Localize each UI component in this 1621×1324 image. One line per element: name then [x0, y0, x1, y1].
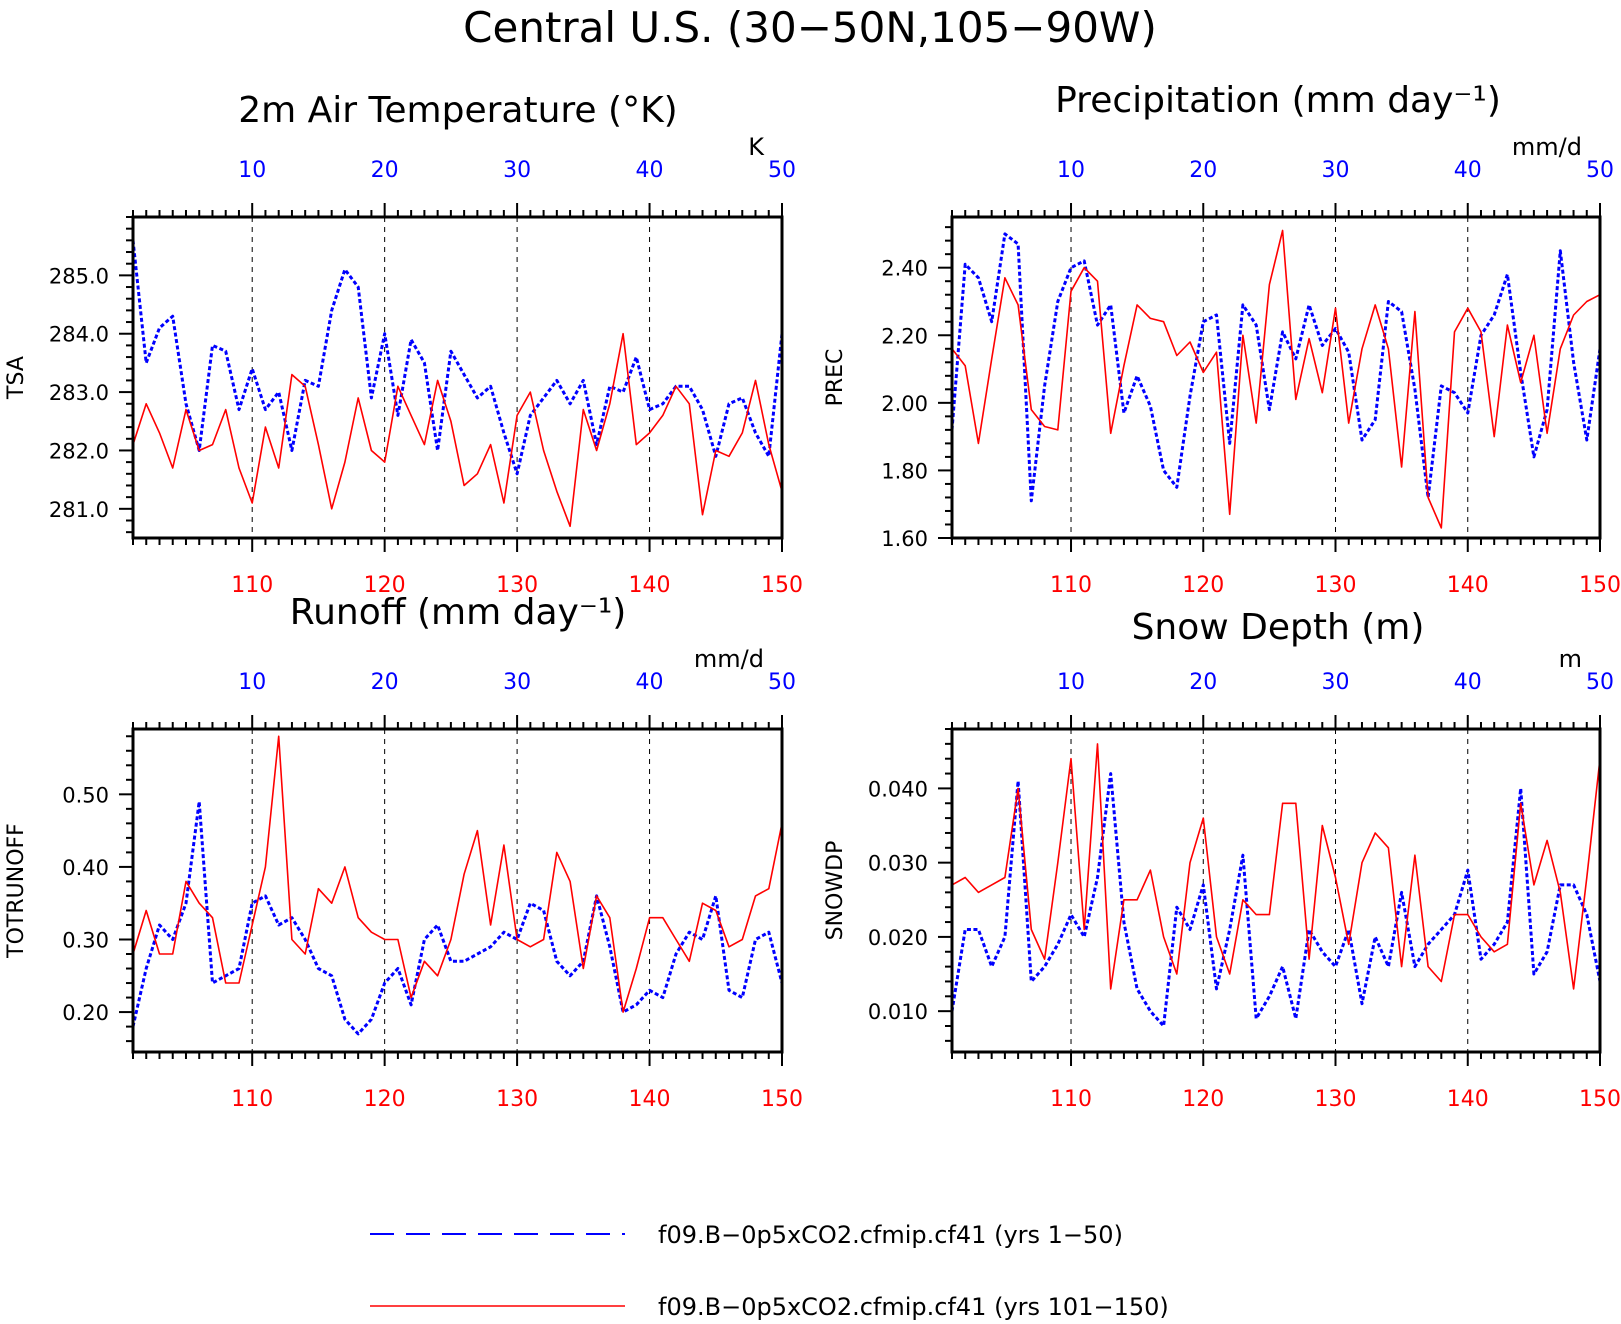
panel-title: Runoff (mm day⁻¹) [290, 592, 627, 633]
plot-frame [950, 215, 1602, 540]
y-tick-label: 281.0 [49, 498, 109, 522]
top-axis-tick-label: 10 [1057, 670, 1085, 695]
panels-group: 2m Air Temperature (°K) 281.0 282.0 283.0 28… [4, 80, 1621, 1112]
bottom-axis-tick-label: 150 [1579, 1087, 1621, 1112]
top-axis-tick-label: 40 [636, 158, 664, 183]
series-line-yrs-1-50 [950, 772, 1602, 1028]
plot-frame [131, 215, 784, 540]
bottom-axis-tick-label: 120 [1182, 573, 1224, 598]
top-axis-tick-label: 50 [768, 670, 796, 695]
top-axis-tick-label: 50 [768, 158, 796, 183]
y-tick-label: 0.30 [62, 928, 109, 952]
y-tick-label: 0.040 [868, 777, 928, 801]
top-axis-tick-label: 10 [238, 670, 266, 695]
top-axis-tick-label: 30 [1322, 670, 1350, 695]
top-axis-tick-label: 40 [636, 670, 664, 695]
bottom-axis-tick-label: 130 [1315, 573, 1357, 598]
bottom-axis-tick-label: 130 [496, 1087, 538, 1112]
legend: f09.B−0p5xCO2.cfmip.cf41 (yrs 1−50) f09.B… [370, 1221, 1169, 1321]
top-axis-tick-label: 10 [238, 158, 266, 183]
bottom-axis-tick-label: 120 [364, 573, 406, 598]
y-tick-label: 282.0 [49, 439, 109, 463]
bottom-axis-tick-label: 150 [761, 1087, 803, 1112]
plot-frame [131, 727, 784, 1054]
series-line-yrs-101-150 [132, 735, 783, 1013]
figure-title: Central U.S. (30−50N,105−90W) [463, 3, 1157, 52]
bottom-axis-tick-label: 150 [761, 573, 803, 598]
y-tick-label: 2.40 [881, 257, 928, 281]
y-tick-label: 285.0 [49, 264, 109, 288]
panel-2: Precipitation (mm day⁻¹) 1.60 1.80 2.00 2.20… [823, 80, 1621, 598]
y-tick-label: 1.60 [881, 527, 928, 551]
bottom-axis-tick-label: 110 [1050, 1087, 1092, 1112]
top-axis-tick-label: 30 [1322, 158, 1350, 183]
panel-title: Snow Depth (m) [1132, 607, 1425, 648]
bottom-axis-tick-label: 140 [629, 573, 671, 598]
top-axis-tick-label: 50 [1586, 158, 1614, 183]
top-axis-tick-label: 40 [1454, 158, 1482, 183]
bottom-axis-tick-label: 120 [364, 1087, 406, 1112]
bottom-axis-tick-label: 110 [231, 1087, 273, 1112]
y-tick-label: 2.20 [881, 324, 928, 348]
y-tick-label: 2.00 [881, 392, 928, 416]
top-axis-tick-label: 20 [371, 158, 399, 183]
top-axis-tick-label: 30 [503, 158, 531, 183]
y-tick-label: 0.40 [62, 856, 109, 880]
units-label: mm/d [694, 645, 764, 673]
bottom-axis-tick-label: 120 [1182, 1087, 1224, 1112]
bottom-axis-tick-label: 130 [1315, 1087, 1357, 1112]
y-tick-label: 284.0 [49, 323, 109, 347]
legend-label-1: f09.B−0p5xCO2.cfmip.cf41 (yrs 1−50) [658, 1221, 1123, 1249]
bottom-axis-tick-label: 150 [1579, 573, 1621, 598]
units-label: mm/d [1512, 133, 1582, 161]
units-label: m [1559, 645, 1582, 673]
bottom-axis-tick-label: 140 [629, 1087, 671, 1112]
panel-4: Snow Depth (m) 0.010 0.020 0.030 0.040 10 20 30… [823, 607, 1621, 1112]
top-axis-tick-label: 20 [1189, 158, 1217, 183]
legend-label-2: f09.B−0p5xCO2.cfmip.cf41 (yrs 101−150) [658, 1293, 1169, 1321]
y-tick-label: 283.0 [49, 381, 109, 405]
bottom-axis-tick-label: 140 [1447, 573, 1489, 598]
y-tick-label: 1.80 [881, 459, 928, 483]
top-axis-tick-label: 20 [371, 670, 399, 695]
series-line-yrs-1-50 [131, 240, 784, 476]
top-axis-tick-label: 30 [503, 670, 531, 695]
panel-title: 2m Air Temperature (°K) [238, 90, 677, 131]
y-axis-title: PREC [823, 349, 848, 407]
series-line-yrs-1-50 [131, 800, 784, 1036]
y-tick-label: 0.020 [868, 926, 928, 950]
y-axis-title: SNOWDP [823, 841, 848, 941]
y-tick-label: 0.010 [868, 1000, 928, 1024]
top-axis-tick-label: 10 [1057, 158, 1085, 183]
top-axis-tick-label: 20 [1189, 670, 1217, 695]
top-axis-tick-label: 50 [1586, 670, 1614, 695]
series-line-yrs-101-150 [951, 743, 1601, 990]
panel-1: 2m Air Temperature (°K) 281.0 282.0 283.0 28… [4, 90, 803, 598]
bottom-axis-tick-label: 110 [1050, 573, 1092, 598]
y-tick-label: 0.20 [62, 1001, 109, 1025]
plot-frame [950, 727, 1602, 1054]
y-tick-label: 0.50 [62, 783, 109, 807]
y-axis-title: TSA [4, 356, 29, 400]
bottom-axis-tick-label: 110 [231, 573, 273, 598]
bottom-axis-tick-label: 140 [1447, 1087, 1489, 1112]
top-axis-tick-label: 40 [1454, 670, 1482, 695]
series-line-yrs-101-150 [132, 332, 783, 528]
series-line-yrs-1-50 [950, 232, 1602, 503]
panel-3: Runoff (mm day⁻¹) 0.20 0.30 0.40 0.50 10 20 30 4… [4, 592, 803, 1112]
units-label: K [748, 133, 765, 161]
panel-title: Precipitation (mm day⁻¹) [1055, 80, 1501, 121]
y-tick-label: 0.030 [868, 852, 928, 876]
y-axis-title: TOTRUNOFF [4, 823, 29, 959]
bottom-axis-tick-label: 130 [496, 573, 538, 598]
series-line-yrs-101-150 [951, 229, 1601, 529]
